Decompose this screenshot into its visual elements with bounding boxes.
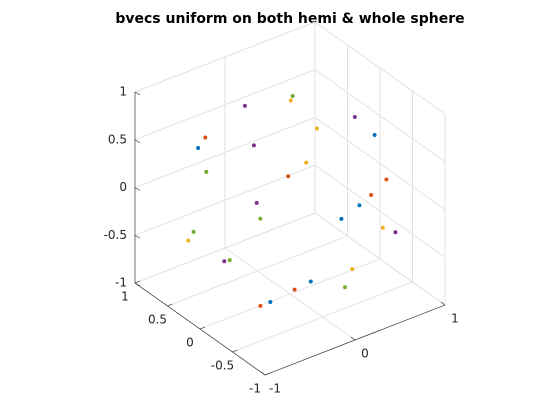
point [357, 203, 362, 208]
y-tick-label: 0 [186, 336, 194, 350]
y-tick-label: -1 [249, 382, 261, 396]
grid-line [167, 235, 348, 307]
grid-line [134, 117, 316, 188]
point [380, 225, 385, 230]
z-tick-label: -0.5 [104, 228, 127, 242]
point [268, 299, 273, 304]
grid-line [314, 21, 446, 115]
tick-mark [167, 303, 173, 307]
grid-line [199, 258, 381, 330]
grid-line [232, 281, 413, 353]
z-tick-label: 0 [119, 180, 127, 194]
x-tick-label: -1 [269, 382, 281, 396]
point [258, 216, 263, 221]
point [350, 267, 355, 272]
tick-mark [260, 371, 266, 376]
point [288, 98, 293, 103]
point [254, 200, 259, 205]
point [191, 229, 196, 234]
point [286, 174, 291, 179]
grid-line [134, 212, 316, 284]
point [304, 160, 309, 165]
point [196, 145, 201, 150]
tick-mark [264, 372, 271, 376]
tick-mark [232, 349, 238, 353]
y-tick-label: 0.5 [148, 313, 167, 327]
point [222, 259, 227, 264]
point [227, 258, 232, 263]
tick-mark [134, 234, 141, 239]
grid-line [314, 69, 446, 163]
grid-line [134, 164, 316, 236]
point [204, 169, 209, 174]
point [258, 303, 263, 308]
tick-mark [134, 139, 141, 144]
y-tick-label: -0.5 [211, 359, 234, 373]
y-tick-label: 1 [121, 290, 129, 304]
point [352, 114, 357, 119]
tick-mark [440, 301, 446, 306]
x-tick-label: 0 [361, 347, 369, 361]
x-tick-label: 1 [451, 312, 459, 326]
point [203, 135, 208, 140]
grid-line [314, 164, 446, 258]
point [251, 143, 256, 148]
point [372, 133, 377, 138]
z-tick-label: 1 [119, 85, 127, 99]
point [393, 230, 398, 235]
point [314, 126, 319, 131]
point [343, 285, 347, 290]
point [384, 177, 389, 182]
z-tick-label: -1 [115, 276, 127, 290]
tick-mark [134, 187, 141, 191]
tick-mark [350, 336, 356, 341]
point [242, 103, 247, 108]
point [290, 93, 295, 98]
point [292, 287, 297, 292]
point [186, 238, 191, 243]
grid-line [314, 212, 446, 306]
chart-title: bvecs uniform on both hemi & whole spher… [115, 11, 464, 27]
tick-mark [199, 326, 206, 330]
point [339, 216, 344, 221]
tick-mark [134, 91, 141, 96]
tick-mark [134, 280, 141, 284]
grid-line [134, 21, 316, 93]
point [308, 279, 313, 284]
point [369, 192, 374, 197]
z-tick-label: 0.5 [108, 132, 127, 146]
grid-line [134, 69, 316, 141]
tick-mark [134, 282, 141, 287]
grid-line [314, 117, 446, 210]
